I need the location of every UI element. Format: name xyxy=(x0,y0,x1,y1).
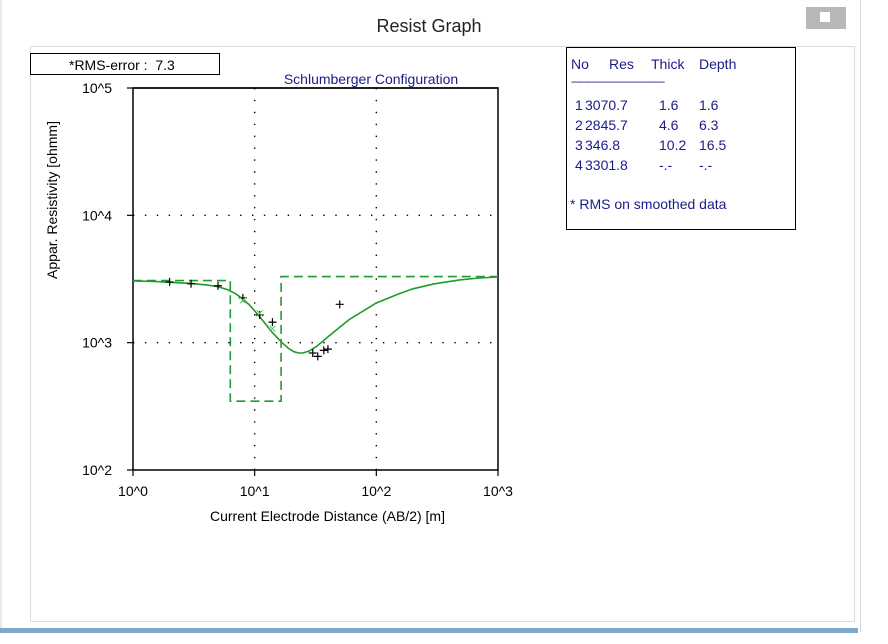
cell-no: 3 xyxy=(575,137,583,153)
table-row: 1 3070.7 1.6 1.6 xyxy=(575,97,775,117)
cell-res: 2845.7 xyxy=(585,117,628,133)
measured-point xyxy=(187,279,196,288)
y-axis-label: Appar. Resistivity [ohmm] xyxy=(44,121,60,279)
measured-point xyxy=(308,348,317,357)
axis-ticks: 10^0 10^1 10^2 10^3 10^2 10^3 10^4 10^5 xyxy=(82,80,513,499)
calculated-point xyxy=(239,296,247,304)
cell-res: 346.8 xyxy=(585,137,621,153)
rms-error-box: *RMS-error : 7.3 xyxy=(30,53,220,75)
measured-point xyxy=(323,345,332,354)
cell-thick: 4.6 xyxy=(659,117,679,133)
window-title: Resist Graph xyxy=(376,16,482,36)
rms-note: * RMS on smoothed data xyxy=(570,196,727,212)
bottom-edge xyxy=(0,628,858,633)
plot-frame xyxy=(132,87,499,471)
y-tick-label: 10^3 xyxy=(82,335,112,351)
calculated-point xyxy=(256,309,264,317)
title-bar: Resist Graph xyxy=(0,0,858,50)
measured-point xyxy=(313,352,322,361)
measured-point xyxy=(214,281,223,290)
measured-point xyxy=(319,346,328,355)
x-tick-label: 10^2 xyxy=(361,483,391,499)
layer-model-line xyxy=(133,275,498,403)
x-tick-label: 10^3 xyxy=(483,483,513,499)
x-axis-label: Current Electrode Distance (AB/2) [m] xyxy=(210,508,445,524)
window-frame xyxy=(0,0,861,632)
y-tick-label: 10^4 xyxy=(82,207,112,223)
cell-no: 2 xyxy=(575,117,583,133)
cell-depth: 6.3 xyxy=(699,117,719,133)
table-row: 4 3301.8 -.- -.- xyxy=(575,157,775,177)
header-depth: Depth xyxy=(699,56,737,72)
x-tick-label: 10^0 xyxy=(118,483,148,499)
cell-res: 3070.7 xyxy=(585,97,628,113)
rms-error-label: *RMS-error : 7.3 xyxy=(69,57,175,73)
cell-depth: -.- xyxy=(699,157,713,173)
measured-point xyxy=(165,277,174,286)
fit-curve-line xyxy=(132,276,499,354)
grid xyxy=(133,88,498,470)
cell-depth: 1.6 xyxy=(699,97,719,113)
header-res: Res xyxy=(609,56,634,72)
cell-depth: 16.5 xyxy=(699,137,727,153)
cell-thick: -.- xyxy=(659,157,673,173)
cell-thick: 1.6 xyxy=(659,97,679,113)
cell-thick: 10.2 xyxy=(659,137,687,153)
table-separator: ----------------------------------- xyxy=(571,76,665,88)
layer-table-panel: No Res Thick Depth ---------------------… xyxy=(566,47,796,230)
y-tick-label: 10^5 xyxy=(82,80,112,96)
cell-no: 1 xyxy=(575,97,583,113)
measured-point xyxy=(335,300,344,309)
table-row: 3 346.8 10.2 16.5 xyxy=(575,137,775,157)
cell-no: 4 xyxy=(575,157,583,173)
x-tick-label: 10^1 xyxy=(240,483,270,499)
table-row: 2 2845.7 4.6 6.3 xyxy=(575,117,775,137)
series xyxy=(132,275,499,403)
measured-point xyxy=(255,310,264,319)
calculated-point xyxy=(269,325,276,332)
header-thick: Thick xyxy=(651,56,685,72)
cell-res: 3301.8 xyxy=(585,157,628,173)
measured-point xyxy=(268,318,277,327)
restore-button[interactable] xyxy=(806,7,846,29)
restore-icon xyxy=(820,12,830,22)
header-no: No xyxy=(571,56,589,72)
chart-title: Schlumberger Configuration xyxy=(284,71,458,87)
y-tick-label: 10^2 xyxy=(82,462,112,478)
